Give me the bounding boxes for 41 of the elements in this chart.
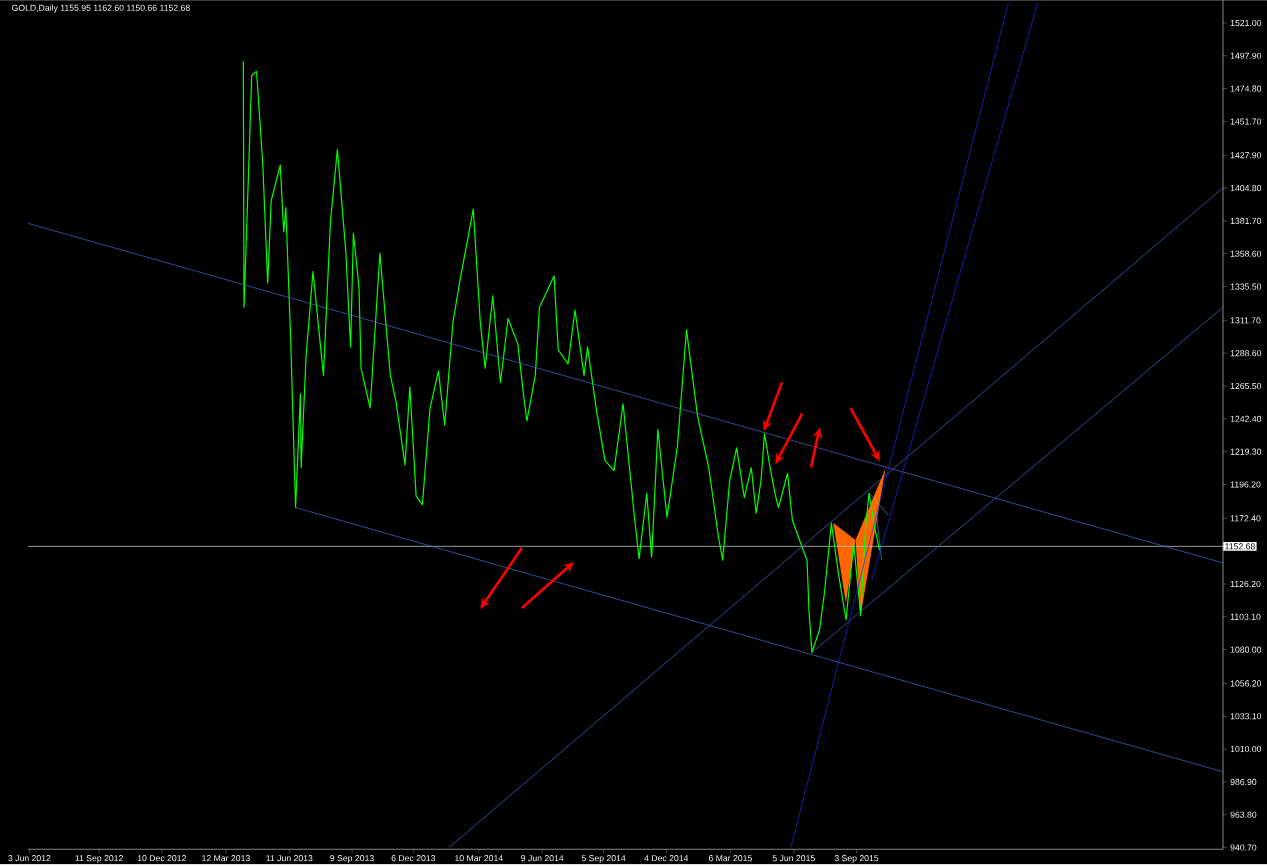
x-tick-label: 3 Sep 2015 (834, 855, 879, 864)
chart-title: GOLD,Daily 1155.95 1162.60 1150.66 1152.68 (12, 4, 190, 13)
y-tick-label: 1288.60 (1230, 350, 1262, 357)
y-tick-label: 1196.20 (1230, 481, 1261, 488)
y-tick-label: 1172.40 (1230, 515, 1261, 522)
y-tick-label: 1404.80 (1230, 185, 1262, 192)
x-tick-label: 12 Mar 2013 (202, 855, 250, 862)
x-tick-label: 3 Jun 2012 (8, 855, 51, 862)
x-tick-label: 9 Sep 2013 (330, 855, 374, 864)
y-tick-label: 1033.10 (1230, 713, 1262, 720)
y-tick-label: 1381.70 (1230, 217, 1262, 225)
y-tick-label: 1265.50 (1230, 383, 1262, 390)
y-tick-label: 940.70 (1230, 844, 1257, 851)
y-tick-label: 1010.00 (1230, 746, 1262, 753)
x-tick-label: 10 Dec 2012 (137, 855, 186, 862)
y-tick-label: 1358.60 (1230, 250, 1262, 257)
x-tick-label: 5 Jun 2015 (772, 855, 815, 862)
y-tick-label: 1451.70 (1230, 118, 1262, 125)
x-tick-label: 6 Mar 2015 (708, 855, 752, 862)
y-tick-label: 1335.50 (1230, 283, 1262, 290)
x-tick-label: 6 Dec 2013 (391, 855, 436, 862)
x-tick-label: 10 Mar 2014 (455, 855, 503, 862)
x-tick-label: 11 Jun 2013 (266, 855, 313, 862)
y-tick-label: 1427.90 (1230, 152, 1262, 159)
y-tick-label: 1056.20 (1230, 680, 1262, 687)
y-tick-label: 1474.80 (1230, 85, 1262, 92)
y-tick-label: 1521.00 (1230, 20, 1262, 27)
y-tick-label: 1103.10 (1230, 613, 1261, 620)
y-tick-label: 1497.90 (1230, 52, 1262, 59)
y-tick-label: 1311.70 (1230, 317, 1261, 324)
y-tick-label: 1219.30 (1230, 448, 1262, 455)
x-tick-label: 11 Sep 2012 (75, 855, 123, 864)
x-tick-label: 5 Sep 2014 (581, 855, 626, 864)
y-tick-label: 986.90 (1230, 778, 1257, 786)
y-tick-label: 1080.00 (1230, 646, 1262, 653)
y-tick-label: 963.80 (1230, 811, 1257, 818)
y-tick-label: 1126.20 (1230, 581, 1261, 588)
x-tick-label: 9 Jun 2014 (521, 855, 564, 862)
y-tick-label: 1242.40 (1230, 415, 1262, 423)
ref-line-label: 1152.68 (1225, 543, 1255, 550)
x-tick-label: 4 Dec 2014 (644, 855, 689, 862)
